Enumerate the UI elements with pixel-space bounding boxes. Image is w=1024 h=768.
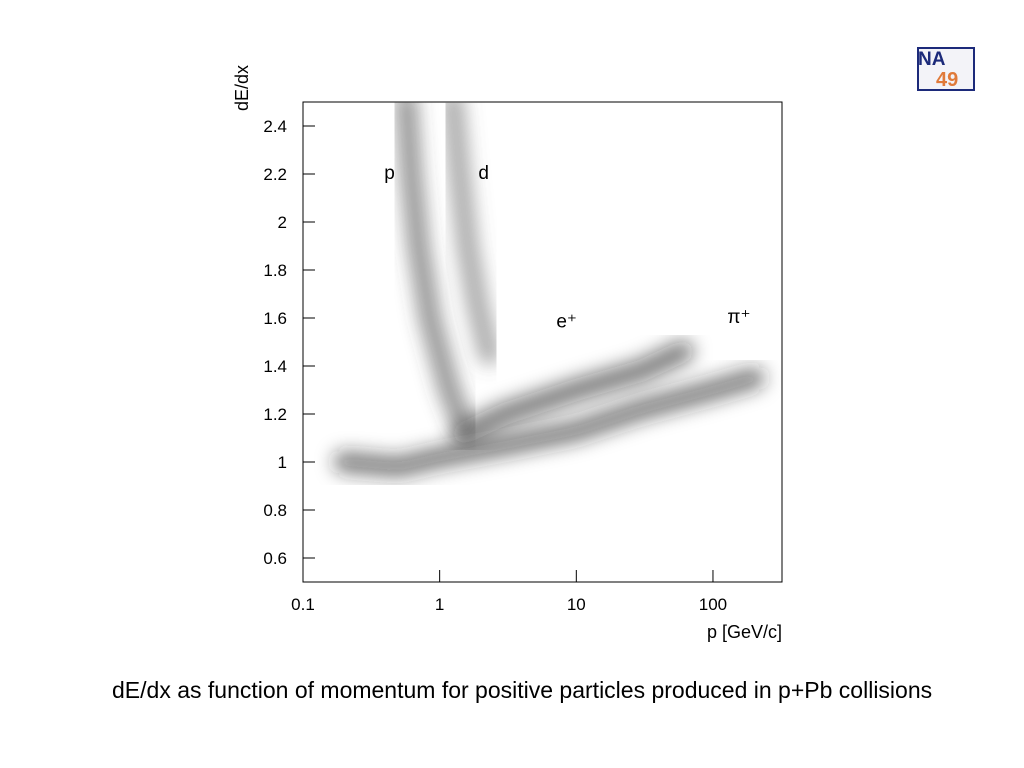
density-band	[441, 102, 501, 365]
x-tick-label: 0.1	[291, 595, 315, 614]
y-axis-label: dE/dx	[232, 65, 252, 111]
density-band	[333, 367, 766, 478]
density-band	[452, 340, 694, 445]
density-band	[395, 102, 475, 437]
logo-top: NA	[918, 49, 946, 70]
y-tick-label: 1.2	[263, 405, 287, 424]
plot-frame	[302, 101, 783, 583]
x-tick-label: 100	[699, 595, 727, 614]
chart: NA 49 dE/dx p [GeV/c] 0.6 0.8 1 1.2 1.4 1.6 1.…	[232, 47, 975, 642]
logo-frame	[917, 47, 975, 91]
y-tick-label: 1.8	[263, 261, 287, 280]
annotation: e⁺	[556, 312, 577, 333]
x-axis-label: p [GeV/c]	[707, 622, 782, 642]
annotation: p	[384, 163, 395, 184]
x-tick-label: 1	[435, 595, 444, 614]
y-tick-label: 0.6	[263, 549, 287, 568]
logo: NA 49	[917, 47, 975, 91]
x-tick-label: 10	[567, 595, 586, 614]
y-tick-label: 1	[278, 453, 287, 472]
y-tick-label: 1.4	[263, 357, 287, 376]
annotation: π⁺	[727, 307, 750, 328]
y-tick-label: 0.8	[263, 501, 287, 520]
y-tick-label: 1.6	[263, 309, 287, 328]
annotation: d	[478, 163, 489, 184]
y-tick-label: 2.2	[263, 165, 287, 184]
logo-bottom: 49	[936, 69, 958, 91]
y-tick-label: 2	[278, 213, 287, 232]
caption: dE/dx as function of momentum for positi…	[112, 677, 933, 703]
y-tick-label: 2.4	[263, 117, 287, 136]
